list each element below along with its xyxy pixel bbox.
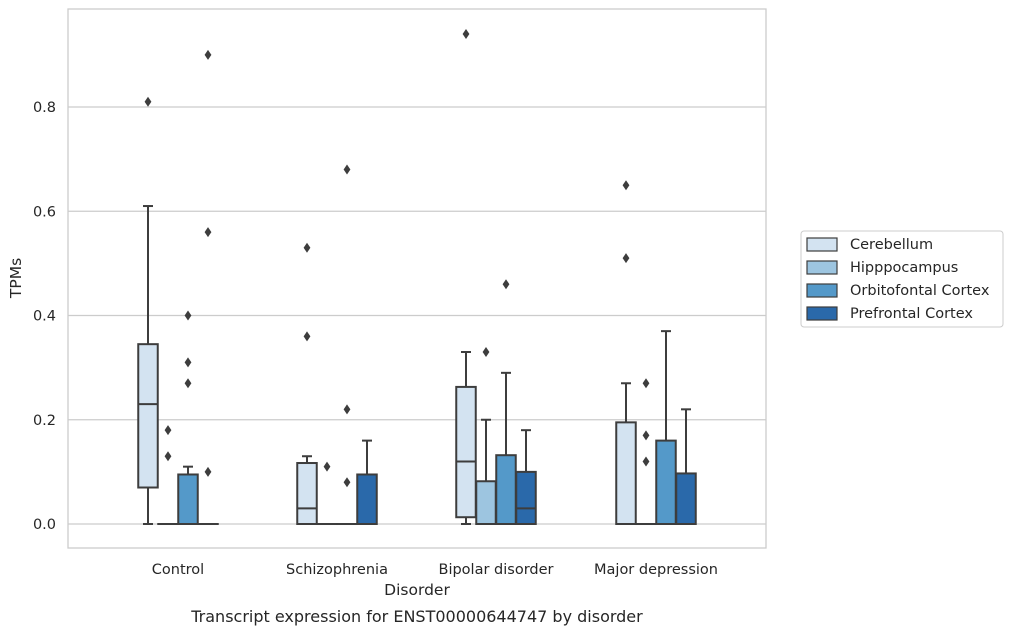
outlier-point [164,451,172,462]
box-group-cerebellum-schizophrenia [296,242,318,526]
y-tick-label: 0.4 [33,309,56,325]
legend-swatch-prefrontal-cortex [806,306,838,321]
x-axis-title: Disorder [384,581,450,599]
box-group-orbitofontal-cortex-bipolar-disorder [495,279,517,526]
outlier-point [204,49,212,60]
legend: Cerebellum Hipppocampus Orbitofontal Corte… [800,230,1004,328]
box-cerebellum [137,343,159,489]
outlier-point [303,242,311,253]
box-cerebellum [455,385,477,519]
x-tick-label-bipolar-disorder: Bipolar disorder [439,562,554,578]
outlier-point [642,430,650,441]
outlier-point [343,164,351,175]
box-prefrontal-cortex [675,472,697,525]
outlier-point [204,466,212,477]
box-orbitofontal-cortex [177,473,199,526]
outlier-point [642,378,650,389]
legend-label-orbitofontal-cortex: Orbitofontal Cortex [850,283,990,299]
outlier-point [144,96,152,107]
outlier-point [303,331,311,342]
box-orbitofontal-cortex [655,439,677,526]
box-marks [137,29,697,526]
box-group-cerebellum-bipolar-disorder [455,29,477,525]
outlier-point [204,227,212,238]
box-cerebellum [296,462,318,526]
legend-swatch-hipppocampus [806,260,838,275]
legend-label-hipppocampus: Hipppocampus [850,260,958,276]
outlier-point [184,357,192,368]
outlier-point [343,477,351,488]
outlier-point [502,279,510,290]
box-group-prefrontal-cortex-control [197,49,219,526]
outlier-point [323,461,331,472]
box-group-cerebellum-control [137,96,159,525]
figure-caption: Transcript expression for ENST0000064474… [190,607,643,626]
x-tick-labels: Control Schizophrenia Bipolar disorder Majo… [152,562,718,578]
y-tick-label: 0.2 [33,413,56,429]
y-tick-label: 0.0 [33,517,56,533]
box-group-prefrontal-cortex-schizophrenia [356,439,378,526]
box-group-orbitofontal-cortex-major-depression [655,330,677,526]
box-group-orbitofontal-cortex-control [177,310,199,526]
outlier-point [184,378,192,389]
box-group-hipppocampus-control [157,425,179,526]
box-prefrontal-cortex [515,470,537,525]
legend-swatch-cerebellum [806,237,838,252]
outlier-point [482,346,490,357]
plot-area-frame [67,8,767,549]
y-tick-label: 0.6 [33,204,56,220]
outlier-point [622,253,630,264]
y-axis-title: TPMs [7,258,25,299]
box-orbitofontal-cortex [495,454,517,526]
legend-label-cerebellum: Cerebellum [850,237,933,253]
box-group-prefrontal-cortex-major-depression [675,408,697,525]
outlier-point [462,29,470,40]
outlier-point [343,404,351,415]
outlier-point [164,425,172,436]
outlier-point [622,180,630,191]
x-tick-label-schizophrenia: Schizophrenia [286,562,388,578]
x-tick-label-control: Control [152,562,204,578]
box-group-prefrontal-cortex-bipolar-disorder [515,429,537,525]
box-group-cerebellum-major-depression [615,180,637,526]
box-cerebellum [615,421,637,526]
box-prefrontal-cortex [356,473,378,526]
outlier-point [642,456,650,467]
outlier-point [184,310,192,321]
legend-label-prefrontal-cortex: Prefrontal Cortex [850,306,973,322]
legend-swatch-orbitofontal-cortex [806,283,838,298]
box-hipppocampus [475,480,497,526]
x-tick-label-major-depression: Major depression [594,562,718,578]
y-tick-labels: 0.0 0.2 0.4 0.6 0.8 [33,100,56,533]
legend-frame [800,230,1004,328]
y-tick-label: 0.8 [33,100,56,116]
